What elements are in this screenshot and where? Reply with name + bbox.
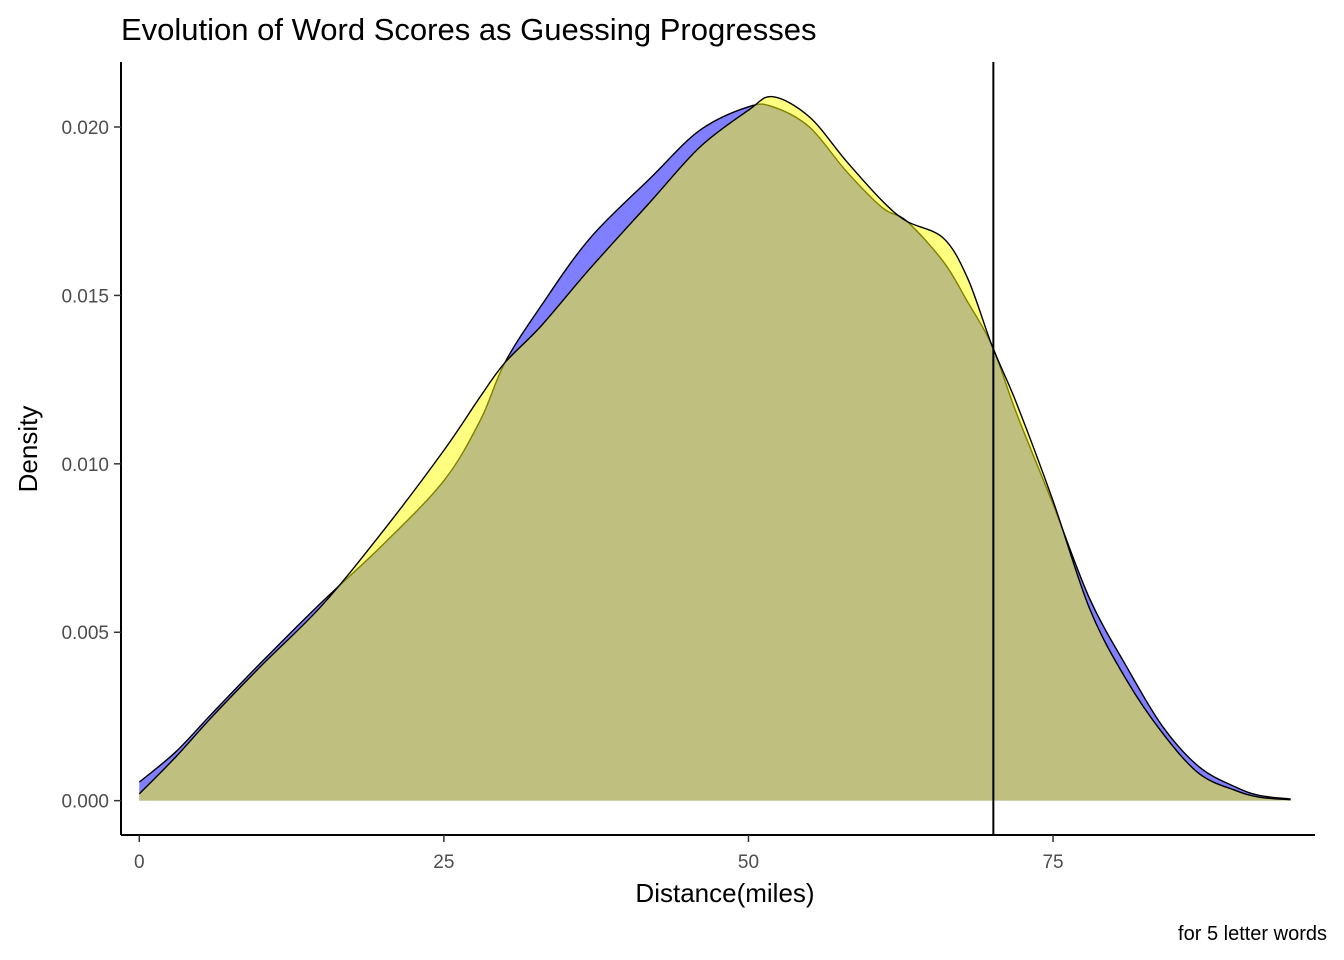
y-tick-label: 0.010 bbox=[61, 455, 109, 476]
y-tick-label: 0.005 bbox=[61, 623, 109, 644]
y-tick-label: 0.015 bbox=[61, 286, 109, 307]
chart-title: Evolution of Word Scores as Guessing Pro… bbox=[121, 12, 817, 47]
density-curve-2 bbox=[138, 95, 1291, 801]
y-tick-label: 0.000 bbox=[61, 792, 109, 813]
x-tick-label: 50 bbox=[738, 852, 759, 873]
plot-area bbox=[138, 62, 1291, 835]
chart-caption: for 5 letter words bbox=[1178, 923, 1327, 945]
density-area-2 bbox=[139, 96, 1291, 801]
y-axis-title: Density bbox=[13, 406, 43, 493]
x-tick-label: 75 bbox=[1042, 852, 1063, 873]
x-tick-label: 0 bbox=[134, 852, 145, 873]
x-tick-label: 25 bbox=[433, 852, 454, 873]
axes: 0 25 50 75 0.000 0.005 0.010 0.015 0.020 bbox=[61, 62, 1315, 873]
x-axis-title: Distance(miles) bbox=[635, 878, 814, 908]
y-tick-label: 0.020 bbox=[61, 118, 109, 139]
